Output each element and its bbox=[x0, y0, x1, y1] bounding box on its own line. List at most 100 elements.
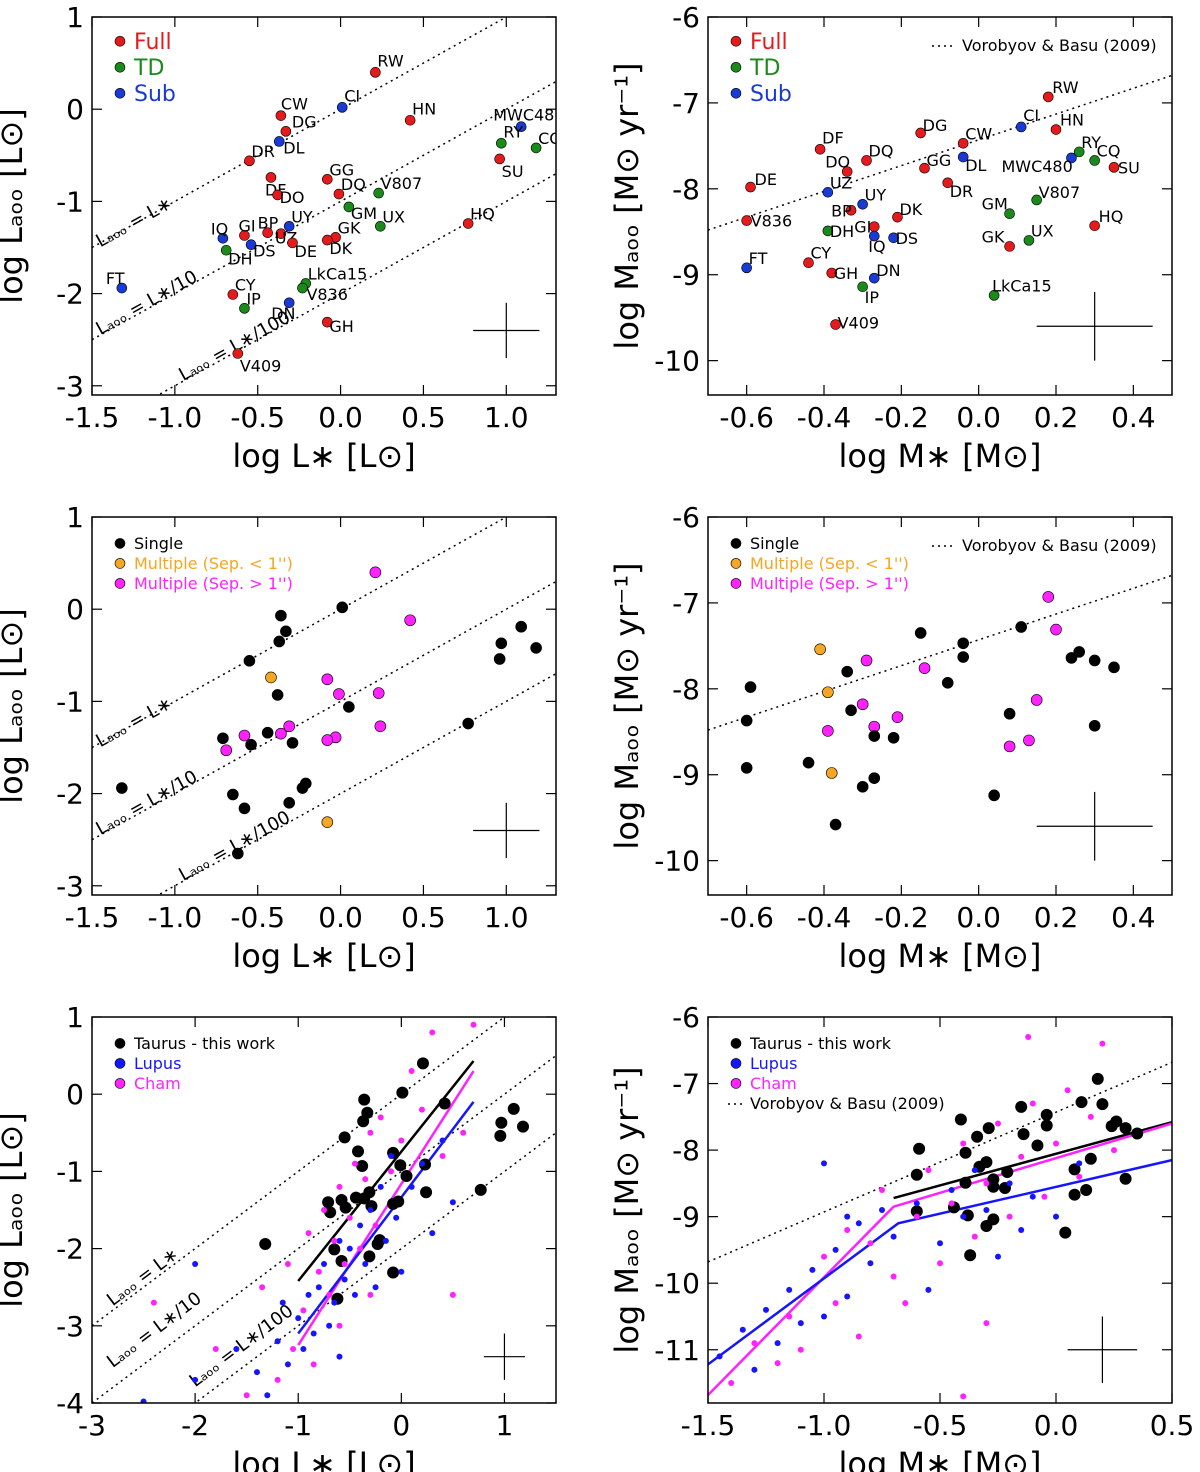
point-label: IQ bbox=[211, 219, 228, 238]
data-point bbox=[396, 1086, 409, 1099]
data-point bbox=[1075, 1096, 1088, 1109]
point-label: V807 bbox=[381, 174, 422, 193]
data-point bbox=[326, 1322, 333, 1329]
y-tick-label: -10 bbox=[654, 1267, 700, 1300]
data-point bbox=[1030, 694, 1043, 706]
data-point bbox=[1065, 652, 1078, 664]
legend-label: Vorobyov & Basu (2009) bbox=[962, 36, 1157, 55]
data-point bbox=[356, 1159, 369, 1172]
x-tick-label: -0.6 bbox=[719, 901, 774, 934]
data-point bbox=[1066, 152, 1077, 164]
data-point bbox=[341, 1261, 348, 1268]
point-label: LkCa15 bbox=[308, 264, 368, 283]
x-tick-label: -0.4 bbox=[797, 401, 852, 434]
x-axis-label: log L∗ [L⊙] bbox=[232, 437, 415, 475]
legend-marker bbox=[730, 1078, 742, 1089]
data-point bbox=[832, 1246, 839, 1253]
point-label: UX bbox=[1031, 221, 1054, 240]
point-label: DH bbox=[228, 249, 252, 268]
point-label: HN bbox=[412, 99, 436, 118]
point-label: GI bbox=[854, 218, 871, 237]
data-point bbox=[286, 737, 299, 749]
data-point bbox=[326, 1291, 333, 1298]
data-point bbox=[1040, 1119, 1053, 1132]
data-point bbox=[844, 1213, 851, 1220]
data-point bbox=[1073, 646, 1085, 658]
data-point bbox=[220, 744, 233, 757]
data-point bbox=[346, 1245, 353, 1252]
y-tick-label: 0 bbox=[66, 93, 84, 126]
data-point bbox=[774, 1340, 781, 1347]
data-point bbox=[279, 1299, 286, 1306]
point-label: DQ bbox=[869, 141, 894, 160]
data-point bbox=[367, 1207, 374, 1213]
data-point bbox=[822, 225, 834, 237]
ref-line-label: Lₐₒₒ = L∗ bbox=[93, 193, 176, 252]
x-tick-label: -1 bbox=[284, 1409, 312, 1442]
ref-line bbox=[193, 1132, 556, 1403]
point-label: HQ bbox=[1099, 207, 1124, 226]
data-point bbox=[868, 772, 881, 784]
data-point bbox=[942, 177, 954, 189]
data-point bbox=[914, 627, 927, 639]
legend-label: Full bbox=[750, 30, 788, 55]
fit-line-taurus bbox=[297, 1060, 475, 1282]
data-point bbox=[420, 1186, 433, 1199]
data-point bbox=[1041, 1193, 1048, 1200]
data-point bbox=[275, 727, 287, 740]
legend-marker bbox=[114, 558, 126, 569]
data-point bbox=[310, 1330, 317, 1337]
data-point bbox=[280, 126, 292, 137]
data-point bbox=[265, 671, 277, 684]
data-point bbox=[321, 816, 334, 828]
data-point bbox=[271, 689, 284, 701]
data-point bbox=[494, 153, 505, 165]
data-point bbox=[1015, 121, 1027, 133]
data-point bbox=[429, 1230, 436, 1237]
point-label: CQ bbox=[1097, 141, 1121, 160]
y-tick-label: -7 bbox=[672, 87, 700, 120]
data-point bbox=[971, 1130, 984, 1143]
point-label: LkCa15 bbox=[992, 276, 1052, 295]
data-point bbox=[821, 1160, 827, 1167]
panel-p6: -1.5 -1.0 -0.5 0.0 0.5 -11 -10 -9 -8 -7 -6 log M∗ [… bbox=[608, 1001, 1194, 1472]
y-tick-label: -2 bbox=[56, 278, 84, 311]
data-point bbox=[287, 237, 298, 249]
legend-label: Taurus - this work bbox=[749, 1034, 892, 1053]
data-point bbox=[367, 1129, 374, 1136]
data-point bbox=[238, 802, 251, 815]
x-tick-label: 0.0 bbox=[956, 401, 1001, 434]
plot-frame bbox=[91, 516, 557, 896]
data-point bbox=[449, 1199, 456, 1206]
point-label: DE bbox=[295, 242, 317, 261]
data-point bbox=[857, 198, 868, 210]
data-point bbox=[227, 289, 239, 300]
data-point bbox=[822, 686, 834, 699]
point-label: DQ bbox=[341, 175, 366, 194]
data-point bbox=[1050, 124, 1062, 135]
data-point bbox=[439, 1152, 446, 1159]
x-tick-label: -0.2 bbox=[874, 401, 929, 434]
data-point bbox=[284, 1261, 291, 1268]
legend-label: Multiple (Sep. < 1'') bbox=[134, 554, 293, 573]
data-point bbox=[937, 1260, 943, 1267]
data-point bbox=[1064, 1087, 1071, 1094]
y-tick-label: -1 bbox=[56, 185, 84, 218]
data-point bbox=[814, 643, 826, 656]
y-tick-label: -10 bbox=[654, 345, 700, 378]
data-point bbox=[373, 187, 384, 199]
data-point bbox=[192, 1261, 199, 1268]
data-point bbox=[339, 1201, 352, 1214]
point-label: RY bbox=[503, 122, 523, 141]
y-tick-label: -11 bbox=[654, 1334, 700, 1367]
data-point bbox=[983, 1180, 990, 1187]
data-point bbox=[358, 1093, 371, 1106]
data-point bbox=[300, 1345, 307, 1352]
legend-label: TD bbox=[749, 56, 780, 81]
data-point bbox=[890, 1233, 897, 1240]
data-point bbox=[333, 688, 345, 700]
data-point bbox=[845, 204, 857, 216]
data-point bbox=[357, 1222, 364, 1229]
